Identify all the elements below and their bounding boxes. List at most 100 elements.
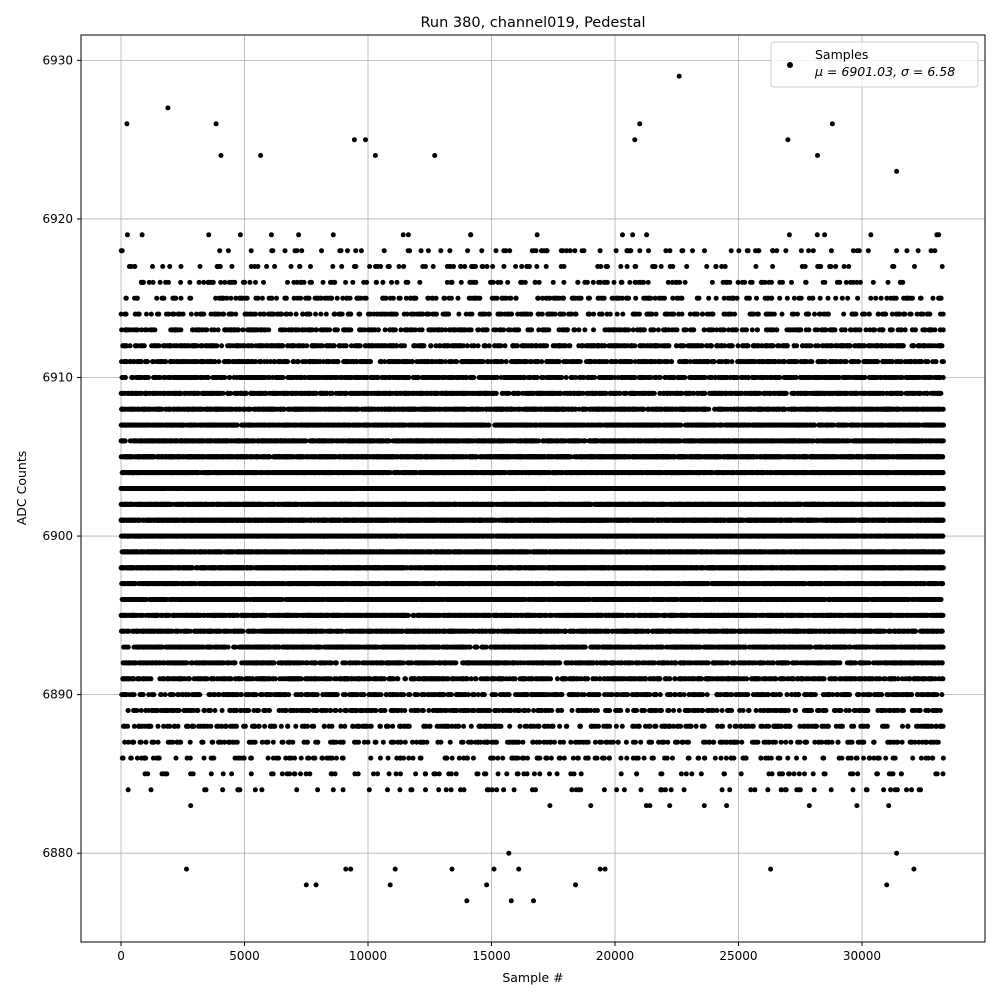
data-point bbox=[213, 708, 218, 713]
data-point bbox=[126, 787, 131, 792]
data-point bbox=[235, 423, 240, 428]
data-point bbox=[146, 375, 151, 380]
data-point bbox=[208, 724, 213, 729]
chart-title: Run 380, channel019, Pedestal bbox=[420, 15, 645, 31]
data-point bbox=[150, 264, 155, 269]
data-point bbox=[156, 740, 161, 745]
data-point bbox=[154, 296, 159, 301]
data-point bbox=[235, 740, 240, 745]
data-point bbox=[221, 391, 226, 396]
data-point bbox=[222, 375, 227, 380]
data-point bbox=[229, 264, 234, 269]
data-point bbox=[156, 724, 161, 729]
data-point bbox=[202, 756, 207, 761]
data-point bbox=[151, 280, 156, 285]
data-point bbox=[173, 296, 178, 301]
data-point bbox=[140, 232, 145, 237]
data-point bbox=[226, 645, 231, 650]
data-point bbox=[188, 803, 193, 808]
data-point bbox=[188, 756, 193, 761]
data-point bbox=[149, 787, 154, 792]
data-point bbox=[124, 296, 129, 301]
data-point bbox=[228, 296, 233, 301]
data-point bbox=[166, 280, 171, 285]
data-point bbox=[145, 771, 150, 776]
data-point bbox=[142, 343, 147, 348]
data-point bbox=[131, 740, 136, 745]
data-point bbox=[201, 280, 206, 285]
data-point bbox=[151, 692, 156, 697]
data-point bbox=[125, 724, 130, 729]
data-point bbox=[233, 312, 238, 317]
data-point bbox=[148, 724, 153, 729]
data-point bbox=[156, 312, 161, 317]
data-point bbox=[163, 359, 168, 364]
data-point bbox=[167, 724, 172, 729]
data-point bbox=[224, 724, 229, 729]
data-point bbox=[132, 692, 137, 697]
data-point bbox=[129, 756, 134, 761]
data-point bbox=[123, 375, 128, 380]
data-point bbox=[217, 248, 222, 253]
data-point bbox=[174, 756, 179, 761]
data-point bbox=[237, 787, 242, 792]
data-point bbox=[181, 312, 186, 317]
data-point bbox=[221, 771, 226, 776]
data-point bbox=[137, 312, 142, 317]
data-point bbox=[157, 343, 162, 348]
data-point bbox=[239, 692, 244, 697]
data-point bbox=[222, 280, 227, 285]
data-point bbox=[163, 692, 168, 697]
data-point bbox=[178, 740, 183, 745]
data-point bbox=[238, 232, 243, 237]
data-point bbox=[209, 771, 214, 776]
data-point bbox=[123, 438, 128, 443]
data-point bbox=[126, 645, 131, 650]
data-point bbox=[189, 312, 194, 317]
data-point bbox=[125, 232, 130, 237]
data-point bbox=[221, 312, 226, 317]
data-point bbox=[178, 327, 183, 332]
data-point bbox=[145, 359, 150, 364]
data-point bbox=[236, 327, 241, 332]
data-point bbox=[144, 740, 149, 745]
data-point bbox=[198, 264, 203, 269]
data-point bbox=[141, 280, 146, 285]
data-point bbox=[208, 708, 213, 713]
data-point bbox=[191, 771, 196, 776]
data-point bbox=[121, 756, 126, 761]
data-point bbox=[161, 296, 166, 301]
data-point bbox=[167, 264, 172, 269]
data-point bbox=[158, 280, 163, 285]
data-point bbox=[144, 312, 149, 317]
data-point bbox=[187, 676, 192, 681]
data-point bbox=[135, 296, 140, 301]
data-point bbox=[240, 327, 245, 332]
data-point bbox=[210, 740, 215, 745]
data-point bbox=[240, 629, 245, 634]
data-point bbox=[187, 280, 192, 285]
data-point bbox=[204, 327, 209, 332]
data-point bbox=[233, 660, 238, 665]
data-point bbox=[120, 248, 125, 253]
data-point bbox=[126, 708, 131, 713]
data-point bbox=[157, 756, 162, 761]
data-point bbox=[176, 724, 181, 729]
data-point bbox=[211, 756, 216, 761]
data-point bbox=[132, 264, 137, 269]
data-point bbox=[206, 232, 211, 237]
data-point bbox=[216, 359, 221, 364]
data-point bbox=[188, 296, 193, 301]
data-point bbox=[232, 280, 237, 285]
data-point bbox=[152, 327, 157, 332]
data-point bbox=[141, 692, 146, 697]
data-point bbox=[226, 248, 231, 253]
data-point bbox=[219, 343, 224, 348]
data-point bbox=[149, 676, 154, 681]
data-point bbox=[164, 771, 169, 776]
data-point bbox=[216, 327, 221, 332]
data-point bbox=[227, 375, 232, 380]
data-point bbox=[220, 708, 225, 713]
data-point bbox=[191, 724, 196, 729]
